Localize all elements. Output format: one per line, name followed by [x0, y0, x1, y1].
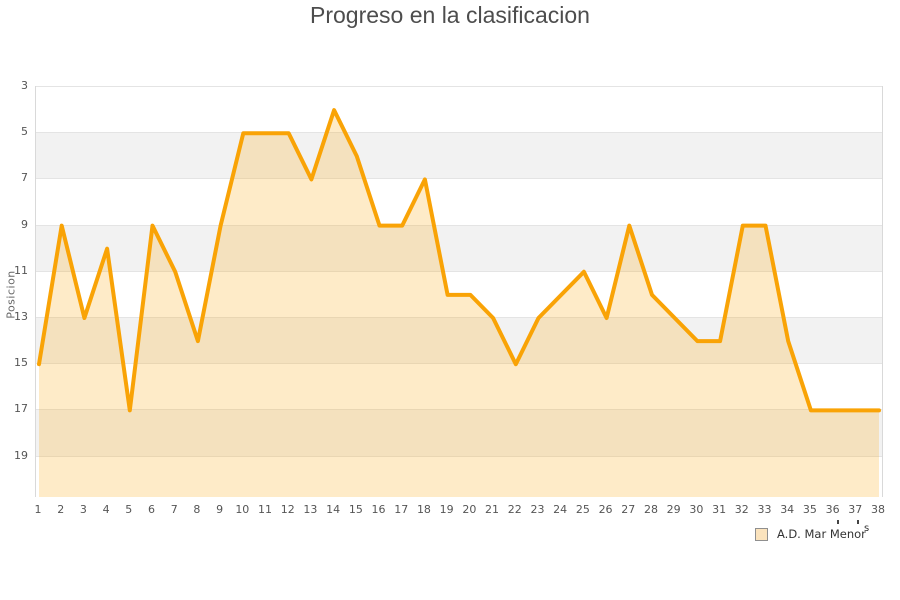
- x-tick-label: 29: [666, 503, 681, 516]
- plot-band: [36, 317, 882, 364]
- x-tick-label: 1: [34, 503, 42, 516]
- y-tick-label: 11: [14, 263, 28, 277]
- x-tick-label: 9: [216, 503, 224, 516]
- x-tick-label: 38: [871, 503, 885, 516]
- x-tick-label: 7: [170, 503, 178, 516]
- x-tick-label: 25: [575, 503, 590, 516]
- x-tick-label: 23: [530, 503, 545, 516]
- plot-band: [36, 409, 882, 456]
- plot-band: [36, 132, 882, 179]
- y-tick-label: 9: [21, 217, 28, 231]
- chart-title: Progreso en la clasificacion: [310, 2, 590, 28]
- x-tick-label: 33: [757, 503, 772, 516]
- x-tick-label: 19: [439, 503, 454, 516]
- series-area: [39, 110, 879, 497]
- legend-item[interactable]: A.D. Mar Menor: [755, 527, 866, 541]
- plot-band: [36, 455, 882, 497]
- y-tick-label: 17: [14, 402, 28, 416]
- y-tick-label: 5: [21, 125, 28, 139]
- clipped-text-fragment: s: [864, 523, 870, 534]
- plot-band: [36, 363, 882, 410]
- series-svg: [37, 108, 881, 497]
- legend-label: A.D. Mar Menor: [777, 527, 866, 541]
- x-tick-label: 20: [462, 503, 477, 516]
- x-tick-label: 15: [348, 503, 363, 516]
- clipped-text-mark: [857, 520, 859, 524]
- plot-band: [36, 178, 882, 225]
- x-tick-label: 11: [258, 503, 273, 516]
- clipped-text-mark: [837, 520, 839, 524]
- y-tick-label: 15: [14, 356, 28, 370]
- x-tick-label: 22: [507, 503, 522, 516]
- x-tick-label: 16: [371, 503, 386, 516]
- plot-band: [36, 86, 882, 133]
- x-tick-label: 32: [734, 503, 749, 516]
- x-tick-label: 13: [303, 503, 318, 516]
- series-line: [37, 108, 881, 413]
- y-tick-label: 3: [21, 79, 28, 92]
- x-tick-label: 3: [79, 503, 87, 516]
- x-tick-label: 27: [621, 503, 636, 516]
- x-tick-label: 36: [825, 503, 840, 516]
- x-tick-label: 28: [643, 503, 658, 516]
- x-tick-label: 30: [689, 503, 704, 516]
- x-tick-label: 12: [280, 503, 295, 516]
- x-tick-label: 26: [598, 503, 613, 516]
- legend-swatch-icon: [755, 527, 768, 541]
- x-tick-label: 18: [416, 503, 431, 516]
- plot-area: [35, 86, 883, 497]
- x-tick-label: 35: [802, 503, 817, 516]
- y-tick-label: 19: [14, 448, 28, 462]
- x-tick-label: 10: [235, 503, 250, 516]
- x-tick-label: 37: [848, 503, 863, 516]
- x-tick-label: 17: [394, 503, 409, 516]
- x-tick-label: 21: [485, 503, 500, 516]
- y-tick-label: 13: [14, 310, 28, 323]
- x-tick-label: 34: [780, 503, 795, 516]
- x-tick-label: 8: [193, 503, 201, 516]
- y-tick-label: 7: [21, 171, 28, 185]
- x-tick-label: 4: [102, 503, 110, 516]
- x-tick-label: 5: [125, 503, 133, 516]
- x-tick-label: 31: [712, 503, 727, 516]
- x-tick-label: 14: [326, 503, 341, 516]
- x-tick-label: 2: [57, 503, 65, 516]
- x-tick-label: 6: [148, 503, 155, 516]
- x-tick-label: 24: [553, 503, 568, 516]
